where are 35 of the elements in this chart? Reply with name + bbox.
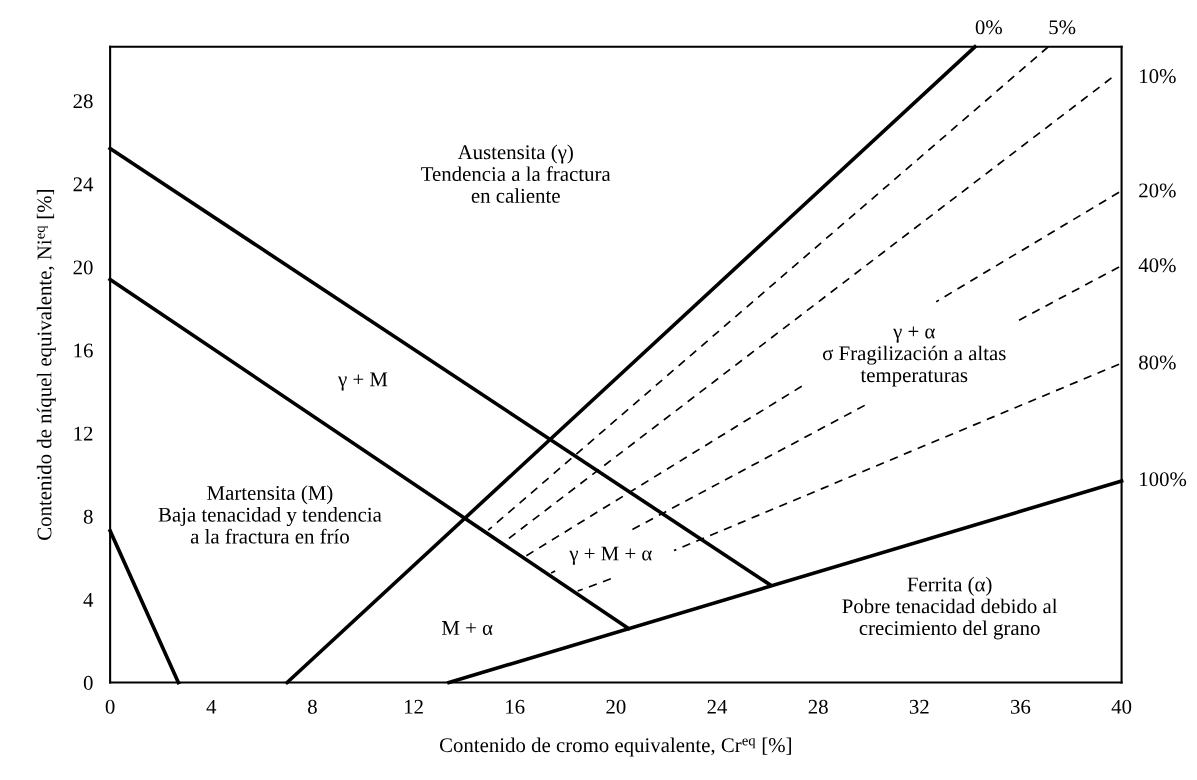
y-tick-label: 24	[73, 177, 94, 192]
x-axis-title: Contenido de cromo equivalente, Cr$^{eq}$ [%]	[439, 737, 791, 757]
y-tick-label: 28	[73, 94, 93, 109]
x-tick-label: 4	[206, 699, 217, 714]
y-tick-label: 0	[83, 675, 93, 690]
y-tick-label: 12	[74, 426, 93, 441]
annotation: γ + M + α	[569, 546, 652, 565]
annotation: Austensita (γ) Tendencia a la fractura en caliente	[421, 144, 611, 203]
y-tick-label: 4	[83, 592, 94, 607]
x-tick-label: 12	[404, 699, 423, 714]
x-tick-label: 36	[1011, 699, 1031, 714]
annotation: Ferrita (α) Pobre tenacidad debido al crecimiento del grano	[842, 576, 1058, 640]
x-tick-label: 40	[1111, 699, 1132, 714]
series-label: 100%	[1140, 472, 1187, 487]
series-label: 10%	[1140, 69, 1176, 84]
x-tick-label: 8	[308, 699, 317, 714]
y-tick-label: 8	[83, 509, 93, 524]
annotation: M + α	[441, 621, 493, 635]
y-axis-title: Contenido de níquel equivalente, Ni$^{eq}$ [%]	[36, 190, 56, 540]
x-tick-label: 0	[105, 699, 115, 714]
x-tick-label: 24	[707, 699, 728, 714]
y-tick-label: 20	[73, 260, 93, 275]
annotation: γ + M	[338, 372, 388, 391]
annotation: Martensita (M) Baja tenacidad y tendencia a la fractura en frío	[158, 485, 382, 544]
annotation: γ + α σ Fragilización a altas temperaturas	[822, 326, 1006, 387]
series-label: 0%	[975, 20, 1002, 35]
series-label: 80%	[1139, 355, 1176, 370]
series-label: 40%	[1138, 258, 1176, 273]
x-tick-label: 16	[506, 699, 525, 714]
x-tick-label: 20	[606, 699, 626, 714]
x-tick-label: 32	[909, 699, 929, 714]
y-tick-label: 16	[74, 343, 93, 358]
series-label: 20%	[1139, 183, 1176, 198]
x-tick-label: 28	[808, 699, 828, 714]
series-label: 5%	[1049, 20, 1076, 35]
